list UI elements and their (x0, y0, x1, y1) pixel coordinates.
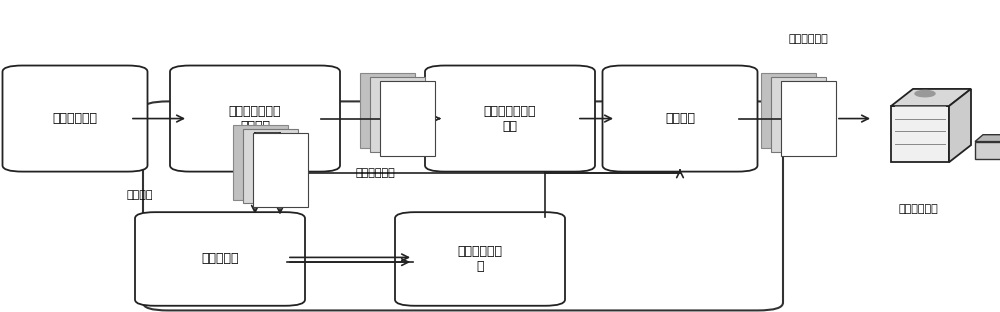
FancyBboxPatch shape (135, 212, 305, 306)
FancyBboxPatch shape (2, 66, 148, 172)
Bar (891, 106, 949, 162)
FancyBboxPatch shape (395, 212, 565, 306)
Bar (242, 129, 298, 203)
Text: 产生动态广度优
先生成树: 产生动态广度优 先生成树 (229, 105, 281, 133)
FancyBboxPatch shape (425, 66, 595, 172)
Bar (380, 81, 435, 156)
FancyBboxPatch shape (170, 66, 340, 172)
FancyBboxPatch shape (602, 66, 758, 172)
Bar (975, 142, 1000, 159)
Text: 网络管理系统: 网络管理系统 (898, 204, 938, 214)
Text: 探测故障概率: 探测故障概率 (355, 168, 395, 178)
Polygon shape (891, 89, 971, 106)
Text: 选择合适的阈
值: 选择合适的阈 值 (458, 245, 503, 273)
Text: 故障概率表: 故障概率表 (201, 252, 239, 266)
Polygon shape (949, 89, 971, 162)
Bar (761, 73, 816, 148)
FancyBboxPatch shape (143, 101, 783, 310)
Polygon shape (975, 135, 1000, 142)
Bar (232, 125, 288, 200)
Bar (252, 133, 308, 207)
Bar (370, 77, 425, 152)
Bar (360, 73, 415, 148)
Text: 故障节点信息: 故障节点信息 (788, 34, 828, 44)
Text: 故障推理: 故障推理 (665, 112, 695, 125)
Bar (781, 81, 836, 156)
Circle shape (915, 90, 935, 97)
Bar (771, 77, 826, 152)
Text: 计算最终的故障
概率: 计算最终的故障 概率 (484, 105, 536, 133)
Text: 拨测数据: 拨测数据 (126, 190, 153, 200)
Text: 网络拓扑信息: 网络拓扑信息 (52, 112, 98, 125)
